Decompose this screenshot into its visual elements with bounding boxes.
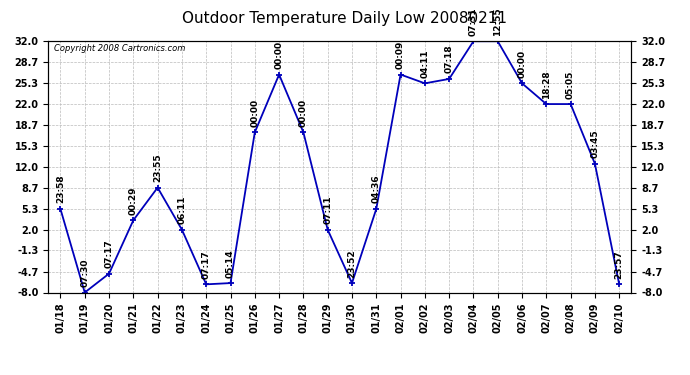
Text: 07:18: 07:18 (444, 45, 453, 74)
Text: 07:17: 07:17 (104, 239, 114, 268)
Text: 00:00: 00:00 (250, 99, 259, 127)
Text: 07:30: 07:30 (80, 258, 89, 287)
Text: 04:11: 04:11 (420, 49, 429, 78)
Text: 05:05: 05:05 (566, 70, 575, 99)
Text: 04:36: 04:36 (372, 175, 381, 203)
Text: 00:00: 00:00 (299, 99, 308, 127)
Text: 06:11: 06:11 (177, 196, 186, 224)
Text: 07:31: 07:31 (469, 7, 478, 36)
Text: 18:28: 18:28 (542, 70, 551, 99)
Text: 07:11: 07:11 (323, 195, 332, 224)
Text: 12:55: 12:55 (493, 7, 502, 36)
Text: 00:09: 00:09 (396, 40, 405, 69)
Text: 00:00: 00:00 (518, 50, 526, 78)
Text: 00:29: 00:29 (129, 186, 138, 215)
Text: 23:58: 23:58 (56, 175, 65, 203)
Text: 05:14: 05:14 (226, 249, 235, 278)
Text: 23:55: 23:55 (153, 153, 162, 182)
Text: 03:45: 03:45 (591, 129, 600, 158)
Text: Outdoor Temperature Daily Low 20080211: Outdoor Temperature Daily Low 20080211 (182, 11, 508, 26)
Text: 23:52: 23:52 (348, 249, 357, 278)
Text: 07:17: 07:17 (201, 250, 210, 279)
Text: 00:00: 00:00 (275, 41, 284, 69)
Text: 23:57: 23:57 (615, 250, 624, 279)
Text: Copyright 2008 Cartronics.com: Copyright 2008 Cartronics.com (54, 44, 186, 53)
